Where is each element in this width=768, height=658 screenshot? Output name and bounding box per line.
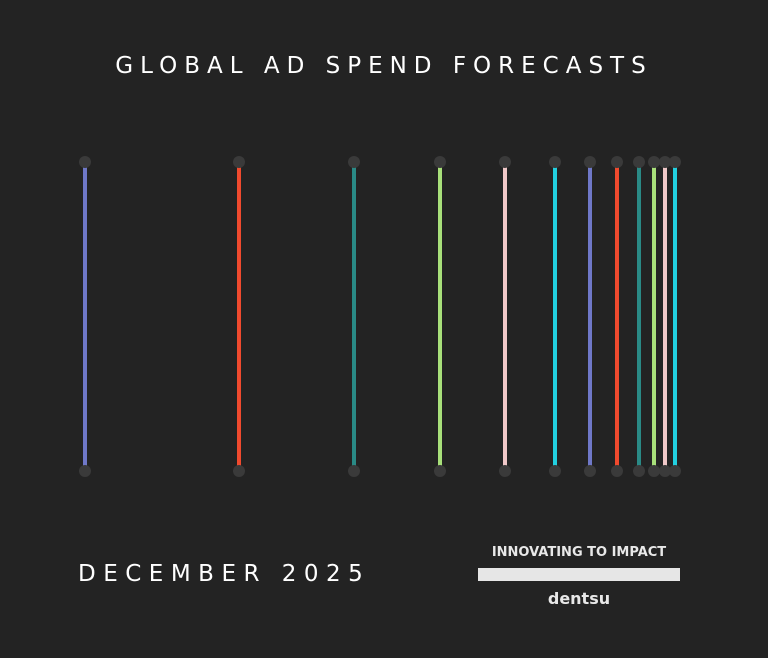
- dot: [434, 465, 446, 477]
- dot: [648, 465, 660, 477]
- dot: [659, 156, 671, 168]
- dot: [659, 465, 671, 477]
- dot: [648, 156, 660, 168]
- dot: [611, 156, 623, 168]
- dot: [499, 465, 511, 477]
- dot: [348, 465, 360, 477]
- dot: [633, 465, 645, 477]
- brand: dentsu: [548, 589, 610, 608]
- dot: [434, 156, 446, 168]
- dot: [611, 465, 623, 477]
- dot: [669, 156, 681, 168]
- dot: [549, 156, 561, 168]
- date: DECEMBER 2025: [78, 561, 370, 587]
- dot: [549, 465, 561, 477]
- tagline: INNOVATING TO IMPACT: [492, 545, 666, 560]
- dot: [233, 465, 245, 477]
- decorative-dots: [79, 156, 681, 477]
- dot: [79, 465, 91, 477]
- dot: [348, 156, 360, 168]
- title: GLOBAL AD SPEND FORECASTS: [115, 53, 652, 79]
- dot: [584, 156, 596, 168]
- dot: [499, 156, 511, 168]
- dot: [584, 465, 596, 477]
- brand-bar: [478, 568, 680, 581]
- dot: [633, 156, 645, 168]
- dot: [669, 465, 681, 477]
- dot: [79, 156, 91, 168]
- dot: [233, 156, 245, 168]
- decorative-lines: [83, 166, 677, 468]
